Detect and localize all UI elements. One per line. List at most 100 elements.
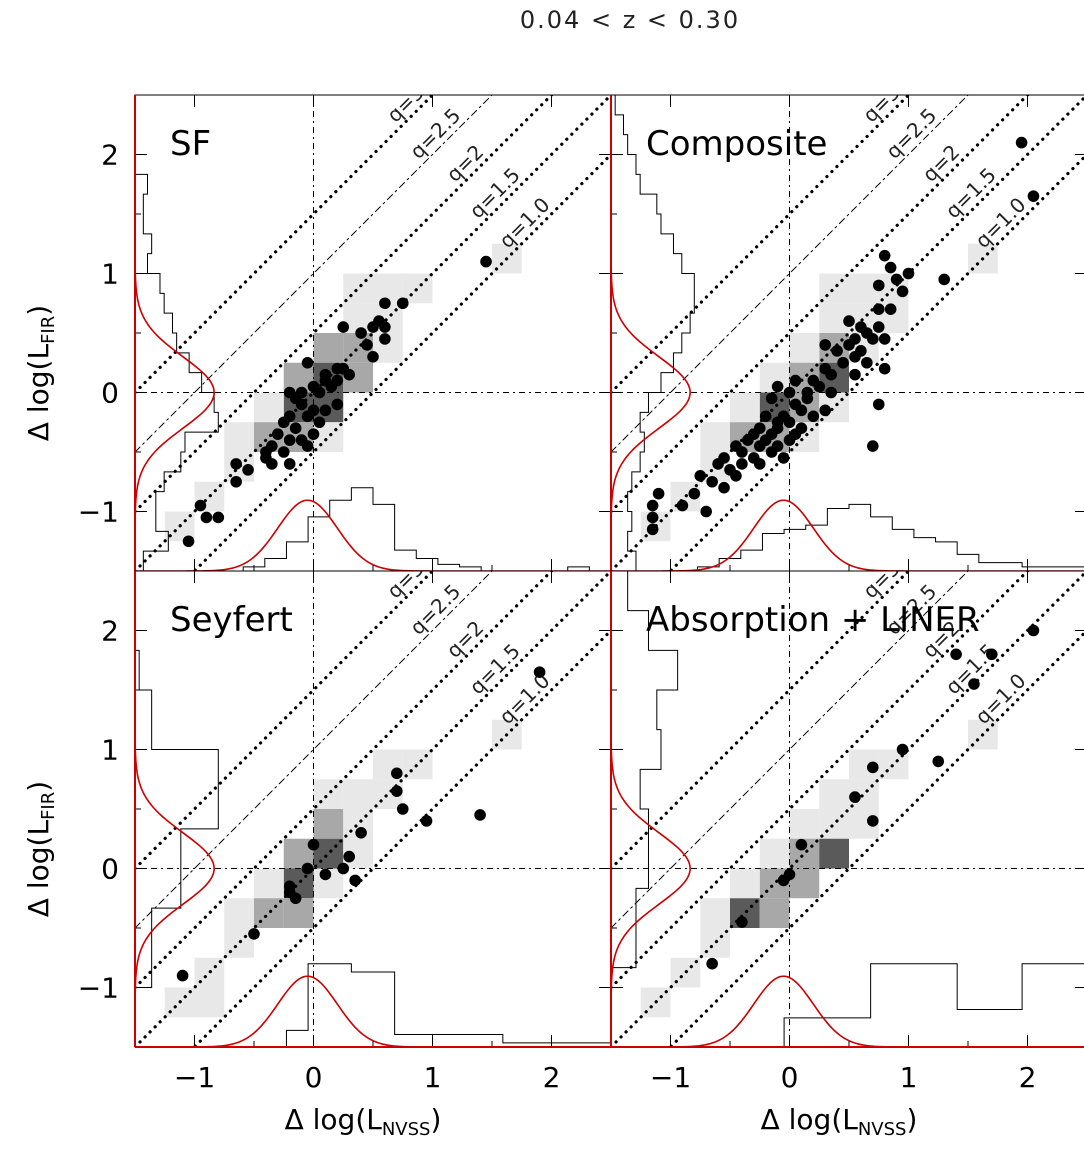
data-point <box>813 380 826 393</box>
data-point <box>831 345 843 357</box>
data-point <box>986 648 998 661</box>
data-point <box>396 297 409 310</box>
data-point <box>878 362 891 375</box>
data-point <box>783 434 796 446</box>
data-point <box>248 928 260 940</box>
panel-label: SF <box>170 124 211 164</box>
panel-plot-area: q=3q=2.5q=2q=1.5q=1.0 <box>135 80 611 571</box>
heatmap-cell <box>313 333 344 363</box>
data-point <box>301 862 314 875</box>
data-point <box>295 398 308 411</box>
data-point <box>313 416 326 429</box>
x-axis-label: Δ log(LNVSS) <box>285 1103 442 1140</box>
data-point <box>736 916 748 928</box>
data-point <box>753 458 766 470</box>
data-point <box>272 428 284 440</box>
heatmap-cell <box>254 392 284 423</box>
data-point <box>307 428 320 440</box>
data-point <box>783 416 796 429</box>
data-point <box>646 511 659 524</box>
heatmap-cell <box>819 779 849 809</box>
y-tick-label: 2 <box>101 139 119 172</box>
q-line-label: q=2 <box>442 616 489 663</box>
data-point <box>367 351 379 363</box>
panel-label: Absorption + LINER <box>646 600 980 640</box>
q-line <box>668 631 1084 1047</box>
x-histogram <box>611 963 1084 1047</box>
gaussian-y-curve <box>135 571 215 1047</box>
data-point <box>319 868 332 881</box>
data-point <box>694 470 707 482</box>
data-point <box>867 815 879 827</box>
data-point <box>331 374 344 387</box>
data-point <box>301 356 314 369</box>
data-point <box>712 458 724 470</box>
data-point <box>230 458 242 470</box>
data-point <box>872 321 885 333</box>
x-tick-label: −1 <box>174 1061 215 1094</box>
data-point <box>730 470 742 482</box>
data-point <box>783 386 796 399</box>
data-point <box>349 874 361 887</box>
data-point <box>367 321 379 333</box>
data-point <box>533 666 546 678</box>
figure-title: 0.04 < z < 0.30 <box>520 6 740 34</box>
data-point <box>379 321 391 333</box>
data-point <box>896 743 909 756</box>
x-tick-label: 0 <box>305 1061 323 1094</box>
y-tick-label: 0 <box>101 853 119 886</box>
data-point <box>242 464 254 476</box>
panel-label: Seyfert <box>170 600 293 640</box>
x-histogram <box>135 487 611 571</box>
data-point <box>283 886 296 899</box>
data-point <box>771 416 784 429</box>
gaussian-x-curve <box>135 499 611 571</box>
data-point <box>718 481 730 494</box>
data-point <box>736 446 748 458</box>
data-point <box>480 255 492 268</box>
data-point <box>194 499 207 512</box>
data-point <box>795 838 808 851</box>
data-point <box>396 803 409 815</box>
data-point <box>819 339 831 351</box>
data-point <box>742 434 754 446</box>
data-point <box>1027 624 1040 637</box>
data-point <box>896 285 909 298</box>
heatmap-cell <box>343 273 373 304</box>
q-line-label: q=1.0 <box>494 193 554 253</box>
heatmap-cell <box>819 838 849 869</box>
data-point <box>391 767 403 780</box>
data-point <box>420 815 433 827</box>
data-point <box>700 505 712 518</box>
data-point <box>212 511 225 524</box>
q-line <box>135 95 435 395</box>
data-point <box>391 785 403 797</box>
data-point <box>266 458 278 470</box>
data-point <box>771 380 784 393</box>
data-point <box>801 392 814 405</box>
data-point <box>301 440 314 452</box>
heatmap-cell <box>789 809 820 839</box>
q-line-label: q=3 <box>382 80 429 127</box>
data-point <box>706 957 718 970</box>
heatmap-cell <box>759 898 790 928</box>
data-point <box>319 404 332 417</box>
data-point <box>337 862 350 875</box>
q-line <box>192 152 611 571</box>
data-point <box>789 374 802 387</box>
data-point <box>849 351 861 363</box>
data-point <box>759 410 772 423</box>
data-point <box>902 267 915 280</box>
data-point <box>355 327 367 339</box>
data-point <box>807 410 820 423</box>
q-line <box>611 571 911 871</box>
y-histogram <box>611 571 679 1047</box>
panels: q=3q=2.5q=2q=1.5q=1.0SF q=3q=2.5q=2q=1.5q… <box>134 80 1084 1048</box>
heatmap-cell <box>313 779 344 809</box>
data-point <box>736 458 748 470</box>
heatmap-cell <box>730 392 760 423</box>
y-histogram <box>611 95 695 571</box>
data-point <box>283 434 296 446</box>
